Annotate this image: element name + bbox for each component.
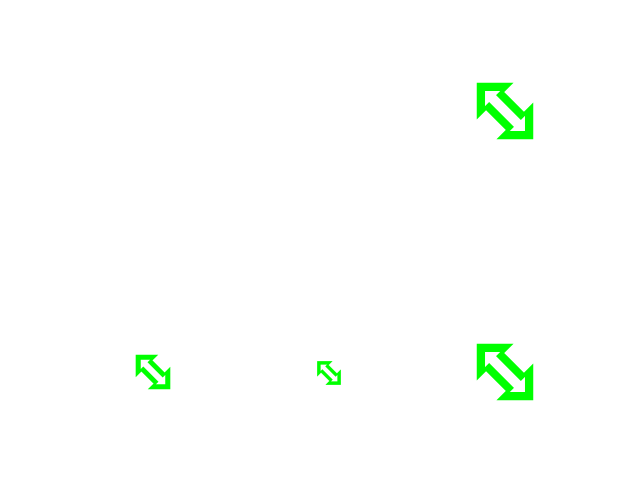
resize-diagonal-icon: [474, 341, 536, 403]
resize-diagonal-icon: [474, 80, 536, 142]
resize-diagonal-icon: [316, 360, 342, 386]
resize-diagonal-icon: [134, 353, 172, 391]
